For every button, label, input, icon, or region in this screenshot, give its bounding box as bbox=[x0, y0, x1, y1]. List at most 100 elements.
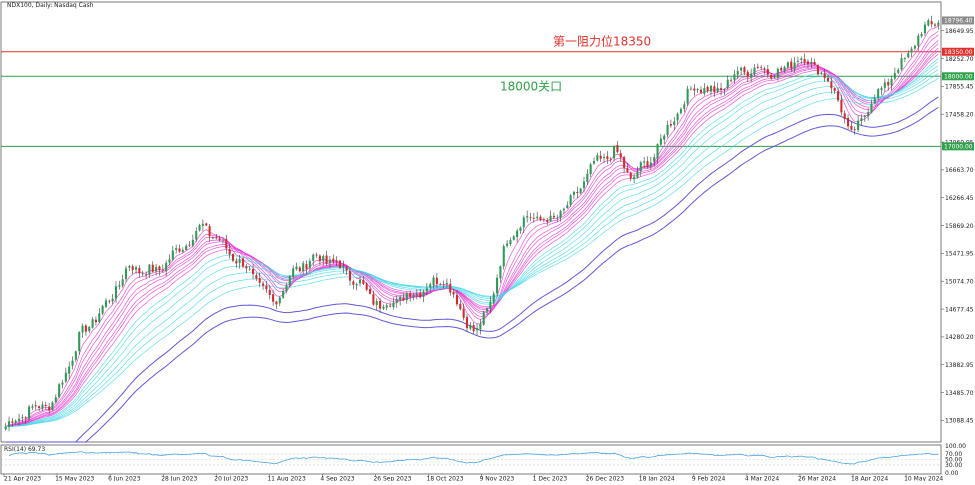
candle-body bbox=[282, 291, 285, 298]
bull-candle bbox=[121, 274, 124, 288]
bear-candle bbox=[730, 77, 733, 83]
bull-candle bbox=[502, 244, 505, 270]
bull-candle bbox=[506, 240, 509, 248]
candle-body bbox=[379, 301, 382, 309]
bull-candle bbox=[536, 211, 539, 221]
bear-candle bbox=[24, 416, 27, 424]
candle-body bbox=[258, 278, 261, 283]
candle-body bbox=[338, 260, 341, 268]
time-tick-label: 26 Sep 2023 bbox=[373, 476, 411, 482]
bull-candle bbox=[733, 70, 736, 84]
candle-body bbox=[138, 268, 141, 274]
candle-body bbox=[44, 404, 47, 406]
time-axis: 21 Apr 2023 15 May 2023 6 Jun 2023 28 Jun 2… bbox=[3, 474, 943, 483]
candle-body bbox=[706, 86, 709, 91]
price-tags: 18796.40 18350.00 18000.00 17000.00 bbox=[942, 16, 974, 151]
bull-candle bbox=[148, 263, 151, 278]
price-tag-label: 18796.40 bbox=[944, 18, 973, 25]
bull-candle bbox=[877, 87, 880, 101]
time-tick-label: 20 Jul 2023 bbox=[214, 476, 248, 482]
time-tick-label: 18 Jan 2024 bbox=[639, 476, 675, 482]
candle-body bbox=[51, 402, 54, 410]
bull-candle bbox=[81, 323, 84, 338]
bear-candle bbox=[826, 74, 830, 83]
bull-candle bbox=[586, 169, 589, 185]
candle-body bbox=[34, 405, 37, 407]
candle-body bbox=[11, 421, 14, 423]
time-tick-label: 28 Jun 2023 bbox=[161, 476, 197, 482]
candle-body bbox=[198, 224, 201, 231]
bull-candle bbox=[592, 157, 596, 165]
bull-candle bbox=[873, 94, 876, 104]
candle-body bbox=[385, 305, 388, 308]
bull-candle bbox=[61, 379, 64, 389]
candle-body bbox=[479, 324, 482, 330]
candle-body bbox=[746, 71, 749, 77]
candle-body bbox=[897, 69, 900, 73]
bull-candle bbox=[118, 280, 121, 290]
candle-body bbox=[683, 104, 686, 109]
bear-candle bbox=[532, 212, 535, 223]
bear-candle bbox=[843, 110, 846, 124]
candle-body bbox=[669, 124, 672, 126]
candle-body bbox=[285, 285, 288, 292]
candle-body bbox=[155, 266, 158, 272]
bull-candle bbox=[191, 234, 194, 248]
candle-body bbox=[175, 248, 178, 250]
bear-candle bbox=[930, 15, 933, 28]
candle-body bbox=[171, 250, 174, 260]
candle-body bbox=[121, 279, 124, 286]
candle-body bbox=[760, 66, 763, 68]
long-ma-line-180 bbox=[5, 96, 939, 443]
candle-body bbox=[546, 220, 549, 222]
candle-body bbox=[790, 61, 793, 69]
bear-candle bbox=[352, 279, 355, 290]
price-tick-label: 18649.95 bbox=[945, 28, 974, 35]
candle-body bbox=[135, 267, 138, 270]
bull-candle bbox=[21, 414, 24, 423]
bear-candle bbox=[933, 22, 937, 28]
bull-candle bbox=[596, 152, 599, 162]
candle-body bbox=[626, 168, 629, 173]
candle-body bbox=[469, 325, 472, 329]
candle-body bbox=[151, 264, 154, 272]
bull-candle bbox=[71, 356, 74, 370]
bull-candle bbox=[776, 67, 779, 81]
candle-body bbox=[736, 70, 739, 75]
candle-body bbox=[292, 268, 295, 277]
bull-candle bbox=[686, 85, 689, 107]
candle-body bbox=[837, 91, 840, 101]
candle-body bbox=[365, 283, 368, 290]
candle-body bbox=[800, 58, 803, 60]
bear-candle bbox=[756, 63, 759, 70]
candle-body bbox=[288, 276, 291, 286]
bear-candle bbox=[348, 266, 352, 286]
price-tick-label: 16663.70 bbox=[945, 167, 974, 174]
bull-candle bbox=[582, 176, 586, 193]
price-tick-label: 15074.70 bbox=[945, 278, 974, 285]
bear-candle bbox=[318, 254, 321, 266]
price-tick-label: 13882.95 bbox=[945, 362, 974, 369]
candle-body bbox=[328, 259, 331, 264]
candle-body bbox=[773, 77, 776, 78]
candle-body bbox=[616, 145, 619, 153]
candle-body bbox=[703, 87, 706, 94]
candle-body bbox=[649, 162, 652, 167]
candle-body bbox=[646, 161, 649, 167]
bull-candle bbox=[566, 201, 569, 209]
bull-candle bbox=[308, 258, 311, 272]
bull-candle bbox=[800, 56, 803, 64]
bear-candle bbox=[646, 156, 649, 169]
fast-ema-line-18 bbox=[5, 47, 939, 428]
candle-body bbox=[235, 261, 238, 264]
bull-candle bbox=[656, 143, 659, 164]
candle-body bbox=[372, 294, 375, 305]
candle-body bbox=[118, 285, 121, 287]
candle-body bbox=[459, 303, 462, 310]
candle-body bbox=[141, 273, 144, 275]
bull-candle bbox=[549, 210, 552, 222]
bull-candle bbox=[786, 61, 789, 69]
candle-body bbox=[526, 216, 529, 218]
time-tick-label: 4 Mar 2024 bbox=[745, 476, 779, 482]
slow-ema-line-60 bbox=[5, 78, 939, 428]
